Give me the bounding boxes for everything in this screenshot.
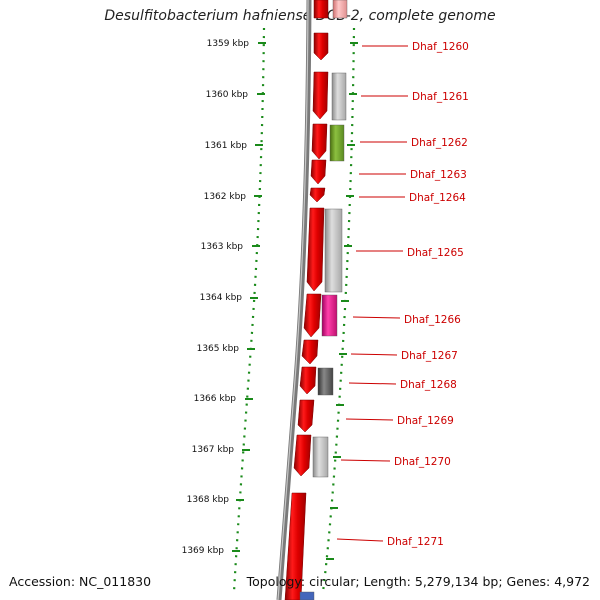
gene-label[interactable]: Dhaf_1264 xyxy=(409,192,466,204)
label-leaders xyxy=(336,45,408,542)
gene-label[interactable]: Dhaf_1267 xyxy=(401,350,458,362)
kbp-label: 1363 kbp xyxy=(201,242,244,252)
cds-arrow[interactable] xyxy=(303,293,322,338)
kbp-label: 1362 kbp xyxy=(204,192,247,202)
genome-backbone-highlight xyxy=(277,0,309,600)
genome-backbone xyxy=(276,0,312,600)
cog-block-gray[interactable] xyxy=(324,208,343,293)
kbp-label: 1364 kbp xyxy=(200,293,243,303)
cog-block-olive[interactable] xyxy=(329,124,345,162)
gene-label[interactable]: Dhaf_1263 xyxy=(410,169,467,181)
cog-block-pink[interactable] xyxy=(332,0,348,19)
kbp-label: 1367 kbp xyxy=(192,445,235,455)
cog-block-blue[interactable] xyxy=(299,591,315,600)
genome-title: Desulfitobacterium hafniense DCB-2, comp… xyxy=(104,8,496,24)
gene-label[interactable]: Dhaf_1269 xyxy=(397,415,454,427)
kbp-label: 1359 kbp xyxy=(207,39,250,49)
gene-labels: Dhaf_1260 Dhaf_1261 Dhaf_1262 Dhaf_1263 … xyxy=(387,41,469,548)
cog-block-dark-gray[interactable] xyxy=(317,367,334,396)
scale-labels: 1359 kbp 1360 kbp 1361 kbp 1362 kbp 1363… xyxy=(182,39,250,556)
gene-label[interactable]: Dhaf_1271 xyxy=(387,536,444,548)
kbp-label: 1360 kbp xyxy=(206,90,249,100)
cds-arrow[interactable] xyxy=(293,434,312,477)
kbp-label: 1361 kbp xyxy=(205,141,248,151)
kbp-label: 1368 kbp xyxy=(187,495,230,505)
cds-arrow[interactable] xyxy=(312,71,329,120)
cog-block-gray[interactable] xyxy=(331,72,347,121)
cds-arrow[interactable] xyxy=(310,159,327,185)
gene-label[interactable]: Dhaf_1262 xyxy=(411,137,468,149)
accession-text: Accession: NC_011830 xyxy=(9,574,152,589)
gene-label[interactable]: Dhaf_1270 xyxy=(394,456,451,468)
cog-features xyxy=(299,0,348,600)
scale-ring-outer xyxy=(321,27,356,593)
cds-arrow[interactable] xyxy=(297,399,315,433)
kbp-label: 1369 kbp xyxy=(182,546,225,556)
cog-block-gray[interactable] xyxy=(312,436,329,478)
cds-arrow[interactable] xyxy=(299,366,317,395)
gene-label[interactable]: Dhaf_1265 xyxy=(407,247,464,259)
cds-arrow[interactable] xyxy=(301,339,319,365)
cds-arrow[interactable] xyxy=(313,32,329,61)
gene-label[interactable]: Dhaf_1266 xyxy=(404,314,461,326)
cds-arrow[interactable] xyxy=(309,187,326,203)
outer-ticks xyxy=(326,42,358,560)
cds-arrow[interactable] xyxy=(313,0,329,19)
cog-block-magenta[interactable] xyxy=(321,294,338,337)
scale-ring-inner xyxy=(232,27,266,593)
cds-arrow[interactable] xyxy=(306,207,325,292)
inner-ticks xyxy=(232,42,266,552)
gene-label[interactable]: Dhaf_1260 xyxy=(412,41,469,53)
kbp-label: 1366 kbp xyxy=(194,394,237,404)
gene-label[interactable]: Dhaf_1261 xyxy=(412,91,469,103)
cds-features xyxy=(284,0,329,600)
kbp-label: 1365 kbp xyxy=(197,344,240,354)
gene-label[interactable]: Dhaf_1268 xyxy=(400,379,457,391)
cds-arrow[interactable] xyxy=(311,123,328,160)
genome-summary-text: Topology: circular; Length: 5,279,134 bp… xyxy=(246,574,590,589)
cds-arrow[interactable] xyxy=(284,492,307,600)
